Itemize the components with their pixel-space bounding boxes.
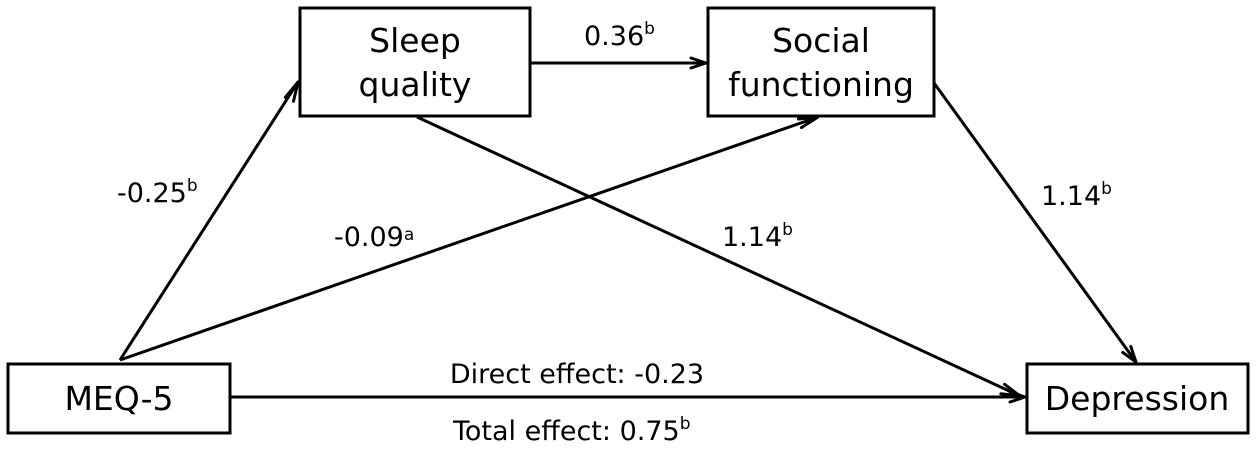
direct-effect-label: Direct effect: -0.23 [450, 359, 704, 390]
node-meq5: MEQ-5 [6, 362, 232, 435]
edge-social-to-depression [932, 82, 1138, 364]
node-label: MEQ-5 [64, 379, 173, 418]
coef-meq-to-sleep: -0.25b [117, 176, 198, 209]
total-effect-label: Total effect: 0.75b [452, 414, 691, 447]
edge-meq-to-social [119, 115, 820, 362]
coef-sleep-to-social: 0.36b [584, 19, 655, 52]
edge-sleep-to-depression [416, 115, 1022, 398]
coef-sleep-to-depression: 1.14b [722, 220, 793, 253]
edge-meq-to-depression [230, 390, 1027, 404]
edge-meq-to-sleep [118, 80, 300, 361]
node-sleep-quality: Sleep quality [298, 6, 532, 118]
node-label-line1: Social [772, 21, 870, 60]
edge-sleep-to-social [530, 56, 708, 70]
node-label-line2: quality [359, 65, 472, 104]
node-label-line1: Sleep [369, 21, 461, 60]
arrowhead-icon [283, 80, 300, 103]
node-depression: Depression [1025, 362, 1250, 435]
node-label-line2: functioning [728, 65, 914, 104]
node-label: Depression [1045, 379, 1229, 418]
arrowhead-icon [1121, 345, 1138, 364]
node-social-functioning: Social functioning [706, 6, 936, 118]
arrowhead-icon [1008, 390, 1027, 404]
arrowhead-icon [689, 56, 708, 70]
coef-meq-to-social: -0.09a [334, 222, 414, 253]
coef-social-to-depression: 1.14b [1041, 179, 1112, 212]
